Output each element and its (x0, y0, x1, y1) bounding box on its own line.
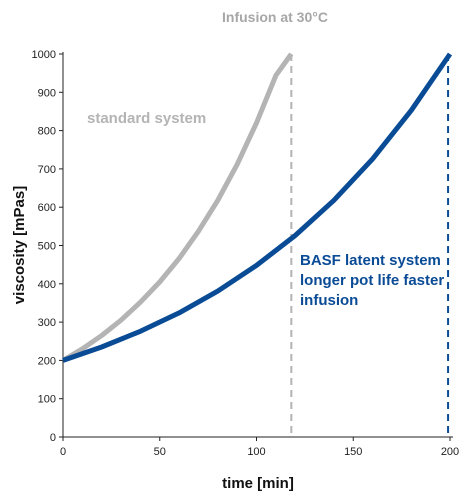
y-tick-label: 900 (38, 87, 56, 99)
y-tick-label: 0 (50, 432, 56, 444)
x-tick-label: 150 (344, 446, 362, 458)
x-tick-label: 50 (154, 446, 166, 458)
end-markers (290, 54, 450, 437)
y-tick-label: 200 (38, 355, 56, 367)
y-tick-label: 300 (38, 317, 56, 329)
series-line-1 (62, 52, 453, 363)
series-line-0 (61, 52, 294, 363)
y-tick-label: 600 (38, 202, 56, 214)
chart-title: Infusion at 30°C (222, 9, 328, 25)
x-tick-label: 200 (441, 446, 459, 458)
series-lines (61, 52, 453, 363)
y-tick-label: 100 (38, 394, 56, 406)
y-tick-label: 500 (38, 241, 56, 253)
y-tick-label: 700 (38, 164, 56, 176)
basf-label-line-1: BASF latent system (300, 252, 441, 269)
y-tick-label: 400 (38, 279, 56, 291)
y-tick-label: 1000 (32, 49, 56, 61)
y-tick-label: 800 (38, 126, 56, 138)
basf-label-line-2: longer pot life faster (300, 272, 444, 289)
x-tick-label: 100 (247, 446, 265, 458)
basf-label-line-3: infusion (300, 292, 358, 309)
x-axis-title: time [min] (222, 475, 294, 492)
y-axis-title: viscosity [mPas] (11, 186, 28, 304)
x-tick-label: 0 (60, 446, 66, 458)
standard-system-label: standard system (87, 110, 206, 127)
axis-ticks: 0 100 200 300 400 500 600 700 800 900 1000 0 50 100 15… (32, 49, 460, 458)
